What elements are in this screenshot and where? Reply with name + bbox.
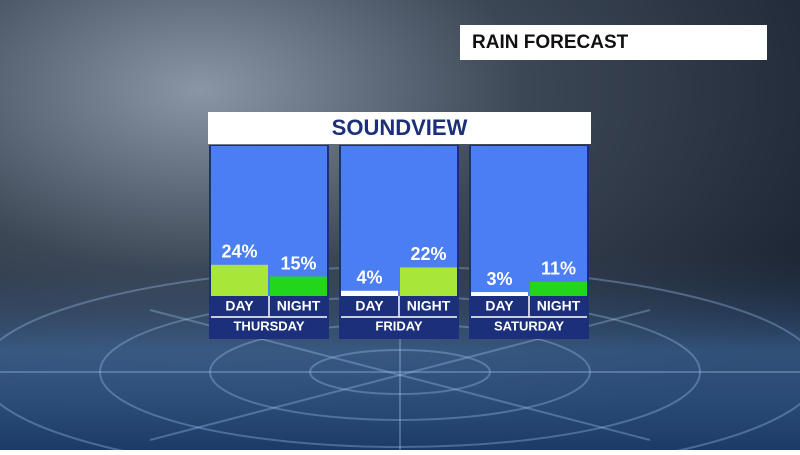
value-label: 22% [410,244,446,264]
value-label: 15% [280,253,316,273]
value-label: 4% [356,268,382,288]
header-box [208,112,591,144]
bar [270,276,327,296]
value-label: 24% [221,242,257,262]
bar [211,264,268,296]
bar [530,281,587,296]
location: SOUNDVIEW [332,115,468,140]
series-label: NIGHT [537,298,581,314]
category-label: FRIDAY [375,318,423,333]
category-label: SATURDAY [494,318,564,333]
bar [471,292,528,296]
series-label: NIGHT [277,298,321,314]
panel-area [471,146,587,296]
panels: 24% DAY 15% NIGHT THURSDAY 4% DAY 22% NIGHT FRIDA… [209,145,589,339]
series-label: DAY [355,298,384,314]
bar [400,267,457,296]
title-box [460,25,767,60]
series-label: DAY [225,298,254,314]
series-label: DAY [485,298,514,314]
series-label: NIGHT [407,298,451,314]
bar [341,290,398,296]
title: RAIN FORECAST [472,32,629,53]
value-label: 3% [486,269,512,289]
value-label: 11% [541,258,576,278]
category-label: THURSDAY [233,318,304,333]
